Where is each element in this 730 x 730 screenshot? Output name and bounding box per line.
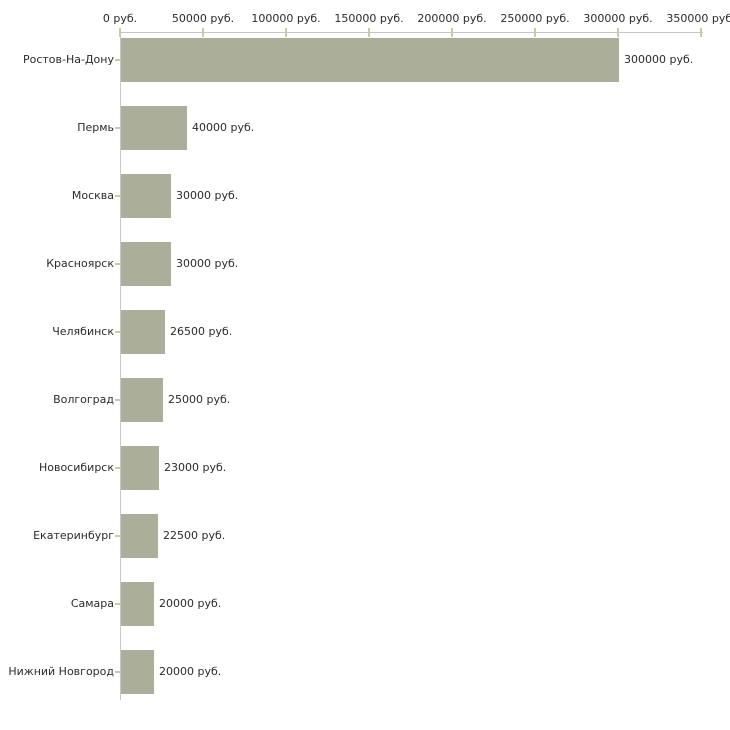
bar-value-label: 20000 руб. bbox=[159, 665, 222, 678]
x-tick-label: 300000 руб. bbox=[583, 12, 653, 25]
category-tick-mark bbox=[115, 467, 120, 469]
bar-value-label: 30000 руб. bbox=[176, 189, 239, 202]
category-label: Челябинск bbox=[52, 325, 114, 338]
bar-value-label: 25000 руб. bbox=[168, 393, 231, 406]
category-tick-mark bbox=[115, 127, 120, 129]
x-axis-line bbox=[120, 32, 703, 33]
x-tick-mark bbox=[700, 28, 702, 37]
x-tick-label: 250000 руб. bbox=[500, 12, 570, 25]
category-tick-mark bbox=[115, 535, 120, 537]
bar bbox=[121, 378, 163, 422]
x-tick-label: 100000 руб. bbox=[251, 12, 321, 25]
category-tick-mark bbox=[115, 195, 120, 197]
x-tick-mark bbox=[285, 28, 287, 37]
bar-value-label: 300000 руб. bbox=[624, 53, 694, 66]
x-tick-label: 200000 руб. bbox=[417, 12, 487, 25]
x-tick-mark bbox=[119, 28, 121, 37]
bar bbox=[121, 582, 154, 626]
bar bbox=[121, 38, 619, 82]
bar-value-label: 20000 руб. bbox=[159, 597, 222, 610]
bar bbox=[121, 446, 159, 490]
x-tick-label: 350000 руб. bbox=[666, 12, 730, 25]
bar bbox=[121, 106, 187, 150]
bar bbox=[121, 310, 165, 354]
y-axis-line bbox=[120, 32, 121, 700]
bar-value-label: 26500 руб. bbox=[170, 325, 233, 338]
x-tick-mark bbox=[202, 28, 204, 37]
x-tick-mark bbox=[534, 28, 536, 37]
bar-value-label: 30000 руб. bbox=[176, 257, 239, 270]
bar bbox=[121, 174, 171, 218]
bar bbox=[121, 242, 171, 286]
x-tick-mark bbox=[617, 28, 619, 37]
x-tick-label: 0 руб. bbox=[102, 12, 138, 25]
x-tick-mark bbox=[451, 28, 453, 37]
category-label: Пермь bbox=[77, 121, 114, 134]
category-tick-mark bbox=[115, 59, 120, 61]
category-label: Волгоград bbox=[53, 393, 114, 406]
bar bbox=[121, 514, 158, 558]
x-tick-mark bbox=[368, 28, 370, 37]
category-tick-mark bbox=[115, 671, 120, 673]
bar-value-label: 23000 руб. bbox=[164, 461, 227, 474]
bar bbox=[121, 650, 154, 694]
x-tick-label: 50000 руб. bbox=[171, 12, 235, 25]
category-label: Нижний Новгород bbox=[8, 665, 114, 678]
category-label: Екатеринбург bbox=[33, 529, 114, 542]
category-tick-mark bbox=[115, 331, 120, 333]
bar-value-label: 40000 руб. bbox=[192, 121, 255, 134]
category-label: Москва bbox=[71, 189, 114, 202]
category-tick-mark bbox=[115, 603, 120, 605]
category-label: Ростов-На-Дону bbox=[22, 53, 114, 66]
x-tick-label: 150000 руб. bbox=[334, 12, 404, 25]
category-tick-mark bbox=[115, 263, 120, 265]
category-label: Новосибирск bbox=[38, 461, 114, 474]
category-label: Самара bbox=[70, 597, 114, 610]
bar-value-label: 22500 руб. bbox=[163, 529, 226, 542]
category-label: Красноярск bbox=[46, 257, 114, 270]
category-tick-mark bbox=[115, 399, 120, 401]
